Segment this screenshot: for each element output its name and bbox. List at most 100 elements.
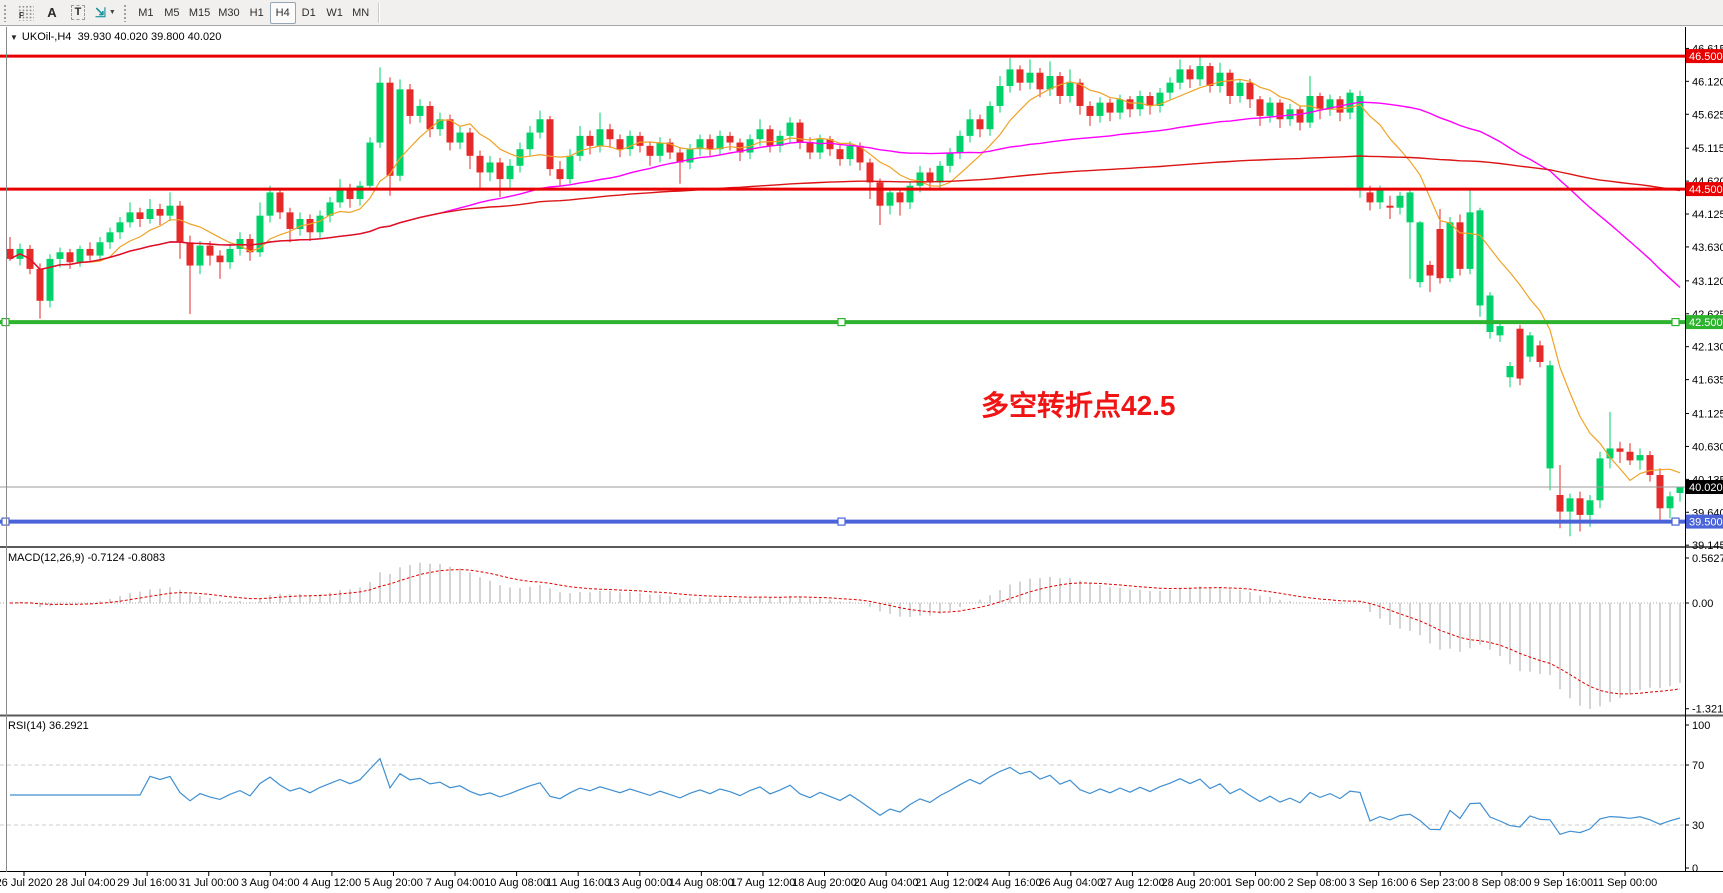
candle-body [1186, 69, 1194, 80]
candle-body [336, 189, 344, 203]
candle-body [366, 142, 374, 186]
time-axis[interactable]: 26 Jul 2020 28 Jul 04:00 29 Jul 16:00 31 Ju… [0, 872, 1657, 889]
candle-body [266, 192, 274, 216]
macd-panel [0, 562, 1685, 709]
candle-body [696, 139, 704, 150]
candle-body [1406, 192, 1414, 223]
price-tag-44.500: 44.500 [1686, 182, 1723, 197]
axis-tick-label: 0.5627 [1692, 553, 1723, 565]
candle-body [456, 132, 464, 143]
candle-body [836, 149, 844, 160]
axis-tick-label: 100 [1692, 720, 1710, 732]
candle-body [1106, 102, 1114, 113]
arrows-tool-button[interactable]: ⇲ ▼ [91, 2, 120, 24]
timeframe-button-M1[interactable]: M1 [133, 2, 159, 24]
candle-body [866, 162, 874, 183]
candle-body [566, 155, 574, 180]
axis-tick-label: 45.115 [1692, 143, 1723, 155]
candle-body [1236, 82, 1244, 96]
dropdown-caret-icon: ▼ [108, 9, 116, 16]
candle-body [1666, 496, 1674, 509]
chart-text-annotation[interactable]: 多空转折点42.5 [981, 390, 1176, 421]
toolbar-grip[interactable] [3, 3, 8, 22]
timeframe-button-H1[interactable]: H1 [244, 2, 270, 24]
candle-body [956, 135, 964, 153]
candle-body [916, 172, 924, 186]
time-tick-label: 29 Jul 16:00 [117, 877, 177, 889]
svg-text:42.500: 42.500 [1689, 317, 1723, 329]
price-tag-40.020: 40.020 [1686, 480, 1723, 494]
candle-body [1116, 99, 1124, 113]
hline-handle[interactable] [1, 317, 10, 327]
candle-body [1326, 99, 1334, 110]
time-tick-label: 7 Aug 04:00 [426, 877, 485, 889]
timeframe-button-W1[interactable]: W1 [322, 2, 348, 24]
svg-text:40.020: 40.020 [1689, 482, 1723, 494]
candle-body [1656, 475, 1664, 509]
candle-body [1206, 66, 1214, 87]
toolbar-grip-2[interactable] [122, 3, 128, 22]
candle-body [656, 142, 664, 156]
toolbar: F A T ⇲ ▼ M1 M5 M15 M30 H1 H4 D1 W1 MN [0, 0, 1723, 26]
chart-header[interactable]: ▼ UKOil-,H4 39.930 40.020 39.800 40.020 [10, 31, 221, 43]
candle-body [996, 86, 1004, 106]
candle-body [436, 119, 444, 130]
candle-body [126, 212, 134, 223]
candle-body [976, 119, 984, 130]
candle-body [1226, 72, 1234, 96]
candle-body [1076, 82, 1084, 106]
candle-body [1276, 102, 1284, 120]
candle-body [1176, 69, 1184, 83]
text-label-icon: T [70, 5, 86, 20]
candle-body [556, 169, 564, 180]
candle-body [176, 205, 184, 243]
time-tick-label: 1 Sep 00:00 [1226, 877, 1285, 889]
hline-handle[interactable] [1, 517, 10, 526]
candle-body [1376, 190, 1384, 203]
grid-snap-button[interactable]: F [13, 2, 39, 24]
time-tick-label: 9 Sep 16:00 [1534, 877, 1593, 889]
candle-body [286, 212, 294, 229]
axis-tick-label: 43.630 [1692, 242, 1723, 254]
axis-tick-label: 41.125 [1692, 409, 1723, 421]
candle-body [276, 192, 284, 213]
timeframe-button-M15[interactable]: M15 [185, 2, 214, 24]
font-tool-button[interactable]: A [39, 2, 65, 24]
grid-f-icon: F [18, 4, 34, 21]
rsi-indicator-label: RSI(14) 36.2921 [8, 720, 89, 732]
time-tick-label: 8 Sep 08:00 [1472, 877, 1531, 889]
candle-body [536, 119, 544, 133]
candle-body [1676, 487, 1684, 493]
hline-handle[interactable] [837, 317, 846, 327]
timeframe-toolbar: M1 M5 M15 M30 H1 H4 D1 W1 MN [133, 1, 374, 24]
hline-handle[interactable] [1671, 517, 1680, 526]
candle-body [986, 105, 994, 130]
candle-body [1046, 76, 1054, 90]
text-tool-button[interactable]: T [65, 2, 91, 24]
candle-body [1636, 455, 1644, 461]
candle-body [846, 145, 854, 160]
timeframe-button-MN[interactable]: MN [348, 2, 374, 24]
timeframe-button-M5[interactable]: M5 [159, 2, 185, 24]
candle-body [486, 162, 494, 173]
time-tick-label: 3 Aug 04:00 [241, 877, 300, 889]
candle-body [896, 192, 904, 203]
chart-background [0, 27, 1723, 893]
hline-handle[interactable] [1671, 317, 1680, 327]
axis-tick-label: 43.120 [1692, 276, 1723, 288]
candle-body [86, 248, 94, 256]
axis-tick-label: 41.635 [1692, 375, 1723, 387]
candle-body [766, 129, 774, 146]
candle-body [1516, 328, 1524, 379]
timeframe-button-D1[interactable]: D1 [296, 2, 322, 24]
candle-body [1146, 95, 1154, 106]
candle-body [426, 105, 434, 130]
candle-body [1086, 105, 1094, 116]
timeframe-button-H4[interactable]: H4 [269, 1, 296, 24]
timeframe-button-M30[interactable]: M30 [214, 2, 243, 24]
price-axis[interactable]: 46.61546.12045.62545.11544.62044.12543.6… [1685, 43, 1723, 875]
axis-tick-label: 46.120 [1692, 76, 1723, 88]
candle-body [796, 122, 804, 143]
hline-handle[interactable] [837, 517, 846, 526]
